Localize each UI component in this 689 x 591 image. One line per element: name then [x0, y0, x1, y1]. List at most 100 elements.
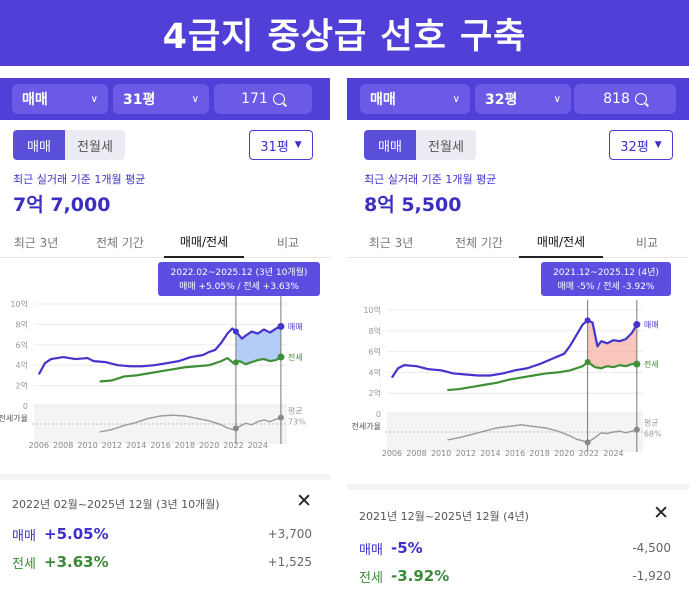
deal-type-dropdown[interactable]: 매매 ∨ — [12, 84, 108, 114]
search-count-button[interactable]: 818 — [574, 84, 676, 114]
x-tick-label: 2014 — [480, 449, 500, 458]
size-select-value: 32평 — [620, 139, 649, 155]
segment-rent[interactable]: 전월세 — [416, 130, 476, 160]
tab-compare[interactable]: 비교 — [276, 235, 300, 250]
detail-row-jeonse: 전세 -3.92% -1,920 — [359, 566, 671, 586]
jeonse-price-line — [99, 356, 282, 383]
chart-tabs: 최근 3년 전체 기간 매매/전세 비교 — [0, 226, 330, 258]
x-tick-label: 2024 — [603, 449, 623, 458]
x-tick-label: 2006 — [29, 441, 49, 450]
search-count: 171 — [241, 91, 268, 107]
change-detail: 2022년 02월~2025년 12월 (3년 10개월) ✕ 매매 +5.05… — [0, 474, 330, 591]
sale-end-label: 매매 — [644, 321, 659, 330]
ratio-avg-label: 평균 — [644, 418, 659, 428]
filter-bar: 매매 ∨ 31평 ∨ 171 — [0, 78, 330, 120]
ratio-label: 전세가율 — [352, 421, 381, 431]
x-tick-label: 2006 — [382, 449, 402, 458]
x-tick-label: 2016 — [505, 449, 525, 458]
tab-compare[interactable]: 비교 — [635, 235, 659, 250]
chart-tabs: 최근 3년 전체 기간 매매/전세 비교 — [347, 226, 689, 258]
segment-rent[interactable]: 전월세 — [65, 130, 125, 160]
sale-end-point — [277, 322, 285, 330]
chevron-down-icon: ∨ — [191, 93, 199, 105]
y-tick-label: 4억 — [16, 360, 28, 370]
tooltip-values: 매매 -5% / 전세 -3.92% — [558, 281, 655, 292]
ratio-value-label: 73% — [288, 418, 306, 427]
size-label: 32평 — [485, 92, 518, 108]
x-tick-label: 2008 — [53, 441, 73, 450]
sale-start-point — [232, 328, 239, 335]
search-icon — [272, 93, 285, 105]
tab-sale-jeonse[interactable]: 매매/전세 — [519, 226, 603, 258]
change-area — [587, 320, 637, 369]
sale-end-point — [633, 321, 641, 329]
tooltip-range: 2022.02~2025.12 (3년 10개월) — [171, 266, 308, 278]
change-detail: 2021년 12월~2025년 12월 (4년) ✕ 매매 -5% -4,500… — [347, 484, 689, 591]
detail-sale-pct: +5.05% — [44, 525, 109, 543]
detail-row-sale: 매매 -5% -4,500 — [359, 538, 671, 558]
detail-jeonse-amount: -1,920 — [632, 569, 671, 583]
size-select[interactable]: 32평 ▼ — [609, 130, 673, 160]
jeonse-end-label: 전세 — [288, 352, 303, 362]
sale-price-line — [391, 319, 638, 379]
y-tick-label: 10억 — [363, 305, 381, 315]
tab-all-period[interactable]: 전체 기간 — [455, 235, 503, 250]
detail-sale-name: 매매 — [12, 528, 36, 544]
price-chart[interactable]: 10억 8억 6억 4억 2억 0 전세가율 2006 2008 2010 2012 2014 2016… — [347, 258, 689, 482]
tab-all-period[interactable]: 전체 기간 — [96, 235, 144, 250]
x-tick-label: 2020 — [199, 441, 219, 450]
recent-price-label: 최근 실거래 기준 1개월 평균 — [13, 173, 146, 186]
search-count: 818 — [603, 91, 630, 107]
x-tick-label: 2008 — [406, 449, 426, 458]
ratio-value-label: 68% — [644, 430, 662, 439]
y-tick-label: 2억 — [369, 388, 381, 398]
search-icon — [634, 93, 647, 105]
price-chart[interactable]: 10억 8억 6억 4억 2억 0 전세가율 2006 2008 2010 2012 2014 2016… — [0, 258, 330, 542]
detail-jeonse-amount: +1,525 — [267, 555, 312, 569]
y-tick-label: 0 — [376, 410, 381, 419]
recent-price-label: 최근 실거래 기준 1개월 평균 — [364, 173, 497, 186]
listing-panel-right: 매매 ∨ 32평 ∨ 818 매매 전월세 32평 ▼ 최근 실거래 기준 1개… — [347, 78, 689, 591]
recent-price: 8억 5,500 — [364, 194, 462, 216]
tab-recent-3y[interactable]: 최근 3년 — [13, 235, 59, 250]
x-tick-label: 2018 — [529, 449, 549, 458]
x-tick-label: 2022 — [223, 441, 243, 450]
detail-sale-amount: +3,700 — [267, 527, 312, 541]
y-tick-label: 4억 — [369, 367, 381, 377]
segment-sale[interactable]: 매매 — [13, 130, 65, 160]
tab-sale-jeonse[interactable]: 매매/전세 — [164, 226, 244, 258]
y-tick-label: 10억 — [10, 299, 28, 309]
x-tick-label: 2020 — [554, 449, 574, 458]
detail-jeonse-name: 전세 — [359, 570, 383, 586]
size-dropdown[interactable]: 31평 ∨ — [113, 84, 209, 114]
sale-end-label: 매매 — [288, 322, 303, 331]
range-tooltip — [158, 262, 320, 296]
x-tick-label: 2012 — [456, 449, 476, 458]
range-tooltip — [541, 262, 671, 296]
ratio-start-point — [584, 439, 591, 446]
search-count-button[interactable]: 171 — [214, 84, 312, 114]
detail-jeonse-pct: +3.63% — [44, 553, 109, 571]
x-tick-label: 2010 — [431, 449, 451, 458]
close-icon[interactable]: ✕ — [653, 502, 669, 524]
size-select[interactable]: 31평 ▼ — [249, 130, 313, 160]
detail-row-sale: 매매 +5.05% +3,700 — [12, 524, 312, 544]
size-dropdown[interactable]: 32평 ∨ — [475, 84, 571, 114]
detail-jeonse-pct: -3.92% — [391, 567, 450, 585]
segment-sale[interactable]: 매매 — [364, 130, 416, 160]
x-tick-label: 2014 — [126, 441, 146, 450]
banner: 4급지 중상급 선호 구축 — [0, 0, 689, 66]
detail-row-jeonse: 전세 +3.63% +1,525 — [12, 552, 312, 572]
detail-jeonse-name: 전세 — [12, 556, 36, 572]
jeonse-start-point — [584, 359, 591, 365]
jeonse-end-label: 전세 — [644, 359, 659, 369]
tab-recent-3y[interactable]: 최근 3년 — [368, 235, 414, 250]
x-tick-label: 2012 — [102, 441, 122, 450]
close-icon[interactable]: ✕ — [296, 490, 312, 512]
sale-price-line — [37, 325, 282, 375]
sale-start-point — [584, 317, 591, 324]
x-tick-label: 2022 — [579, 449, 599, 458]
tooltip-values: 매매 +5.05% / 전세 +3.63% — [179, 281, 299, 292]
ratio-line — [99, 414, 282, 433]
deal-type-dropdown[interactable]: 매매 ∨ — [360, 84, 470, 114]
